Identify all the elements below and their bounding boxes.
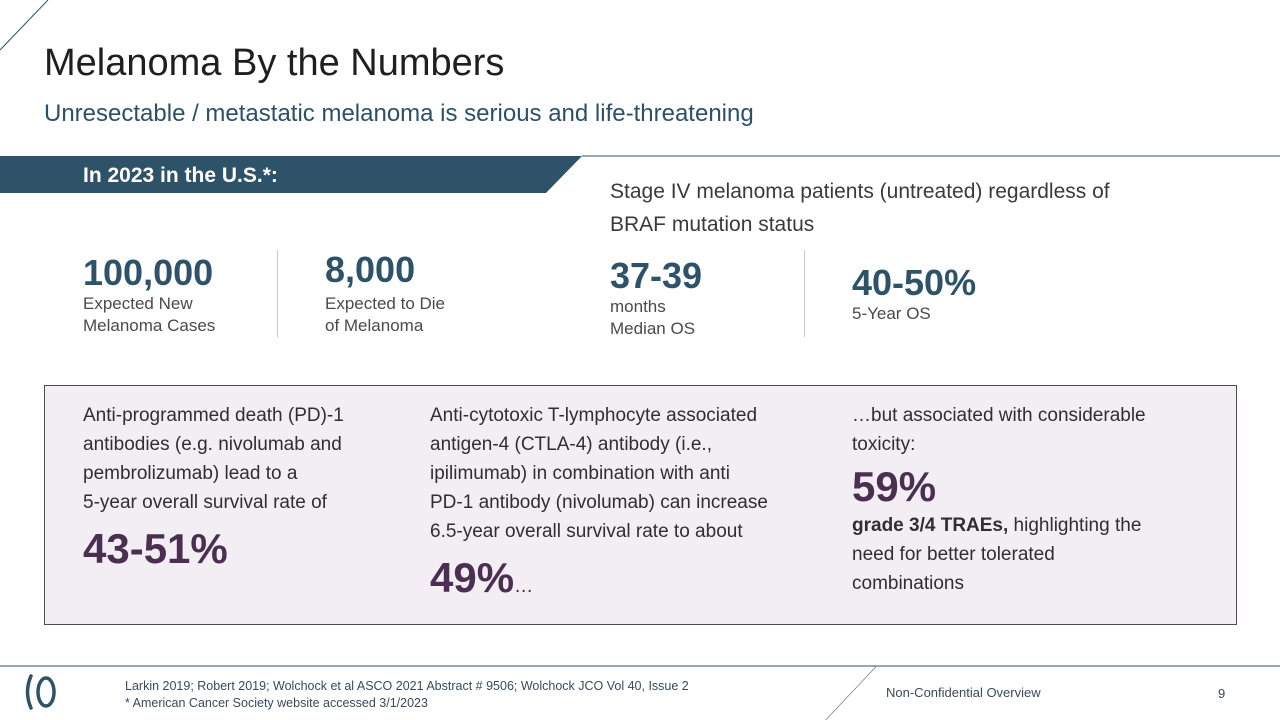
info-box bbox=[44, 385, 1237, 625]
col-line: pembrolizumab) lead to a bbox=[83, 463, 298, 484]
stage-heading: Stage IV melanoma patients (untreated) r… bbox=[610, 175, 1210, 241]
info-column-toxicity: …but associated with considerable toxici… bbox=[852, 401, 1212, 598]
col-line: need for better tolerated bbox=[852, 544, 1055, 565]
col-line: Anti-cytotoxic T-lymphocyte associated bbox=[430, 405, 758, 426]
stat-value: 40-50% bbox=[852, 262, 977, 303]
stage-heading-line2: BRAF mutation status bbox=[610, 213, 815, 236]
banner-label: In 2023 in the U.S.*: bbox=[83, 164, 278, 187]
stat-five-year-os: 40-50% 5-Year OS bbox=[852, 263, 976, 325]
stat-divider bbox=[804, 250, 805, 337]
stat-label-line1: Expected New bbox=[83, 294, 193, 313]
stat-label-line2: Melanoma Cases bbox=[83, 316, 216, 335]
col-line: antigen-4 (CTLA-4) antibody (i.e., bbox=[430, 434, 712, 455]
stat-new-cases: 100,000 Expected New Melanoma Cases bbox=[83, 253, 215, 337]
stat-label-line1: months bbox=[610, 297, 666, 316]
stat-label-line1: Expected to Die bbox=[325, 294, 446, 313]
info-column-ctla4: Anti-cytotoxic T-lymphocyte associated a… bbox=[430, 401, 810, 611]
col-line: 6.5-year overall survival rate to about bbox=[430, 521, 743, 542]
col-percent: 59% bbox=[852, 463, 937, 510]
banner-shape bbox=[0, 155, 1280, 193]
confidentiality-label: Non-Confidential Overview bbox=[886, 685, 1041, 700]
page-subtitle: Unresectable / metastatic melanoma is se… bbox=[44, 100, 754, 127]
col-line: combinations bbox=[852, 573, 964, 594]
col-line: ipilimumab) in combination with anti bbox=[430, 463, 730, 484]
stage-heading-line1: Stage IV melanoma patients (untreated) r… bbox=[610, 180, 1110, 203]
stat-expected-deaths: 8,000 Expected to Die of Melanoma bbox=[325, 250, 445, 337]
stat-label-line2: of Melanoma bbox=[325, 316, 424, 335]
col-line: …but associated with considerable bbox=[852, 405, 1146, 426]
info-column-pd1: Anti-programmed death (PD)-1 antibodies … bbox=[83, 401, 403, 573]
footnote-line2: * American Cancer Society website access… bbox=[125, 696, 428, 710]
stat-median-os: 37-39 months Median OS bbox=[610, 256, 702, 340]
col-percent: 43-51% bbox=[83, 525, 228, 572]
col-ellipsis: … bbox=[514, 576, 534, 597]
stat-divider bbox=[277, 250, 278, 337]
col-bold-text: grade 3/4 TRAEs, bbox=[852, 515, 1009, 536]
col-percent-row: 49%… bbox=[430, 554, 810, 611]
stat-label-line2: Median OS bbox=[610, 319, 696, 338]
stat-value: 100,000 bbox=[83, 252, 214, 293]
stat-label-line1: 5-Year OS bbox=[852, 304, 931, 323]
col-text: highlighting the bbox=[1008, 515, 1142, 536]
corner-decoration bbox=[0, 0, 49, 51]
col-percent: 49% bbox=[430, 554, 515, 601]
col-line: PD-1 antibody (nivolumab) can increase bbox=[430, 492, 768, 513]
footnote-line1: Larkin 2019; Robert 2019; Wolchock et al… bbox=[125, 679, 689, 693]
stat-value: 37-39 bbox=[610, 255, 703, 296]
footnote: Larkin 2019; Robert 2019; Wolchock et al… bbox=[125, 678, 689, 712]
col-line: 5-year overall survival rate of bbox=[83, 492, 327, 513]
col-line: Anti-programmed death (PD)-1 bbox=[83, 405, 344, 426]
footer-decoration bbox=[0, 665, 1280, 720]
stat-value: 8,000 bbox=[325, 249, 416, 290]
page-title: Melanoma By the Numbers bbox=[44, 42, 505, 84]
col-line: toxicity: bbox=[852, 434, 916, 455]
col-line: grade 3/4 TRAEs, highlighting the bbox=[852, 511, 1212, 540]
company-logo-icon bbox=[25, 674, 56, 710]
col-line: antibodies (e.g. nivolumab and bbox=[83, 434, 342, 455]
page-number: 9 bbox=[1218, 686, 1226, 701]
